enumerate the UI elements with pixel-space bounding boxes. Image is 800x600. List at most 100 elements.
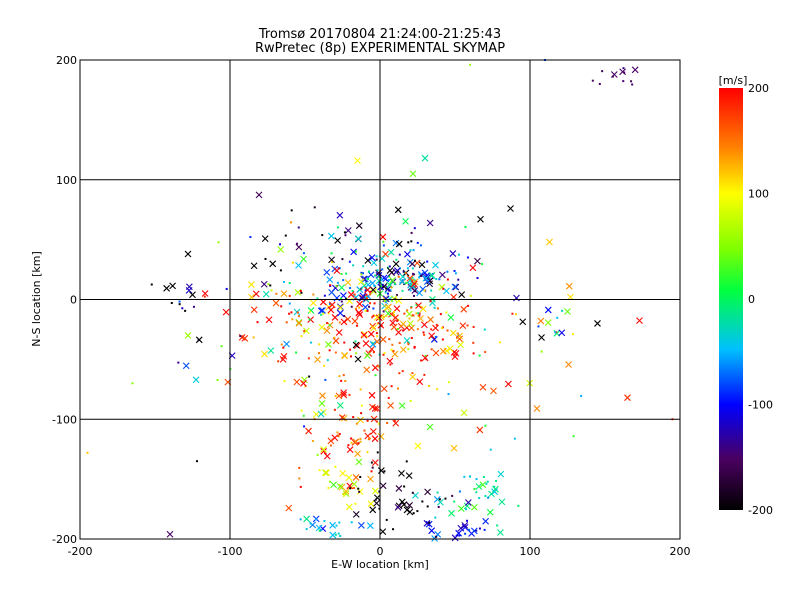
data-point-dot bbox=[410, 231, 413, 234]
data-point-dot bbox=[358, 306, 361, 309]
data-point-x bbox=[386, 357, 394, 365]
data-point-dot bbox=[309, 310, 312, 313]
data-point-x bbox=[477, 215, 484, 223]
data-point-x bbox=[283, 340, 290, 348]
data-point-x bbox=[360, 282, 368, 290]
data-point-x bbox=[250, 262, 258, 270]
data-point-dot bbox=[385, 287, 388, 290]
data-point-x bbox=[261, 235, 269, 243]
y-axis-label: N-S location [km] bbox=[30, 251, 43, 347]
data-point-x bbox=[379, 482, 387, 490]
data-point-dot bbox=[475, 529, 478, 532]
data-point-dot bbox=[421, 500, 424, 503]
data-point-dot bbox=[411, 372, 414, 375]
data-point-dot bbox=[333, 408, 336, 411]
data-point-x bbox=[303, 327, 310, 335]
data-point-dot bbox=[330, 261, 333, 264]
data-point-dot bbox=[441, 338, 444, 341]
data-point-dot bbox=[404, 272, 407, 275]
data-point-dot bbox=[334, 465, 337, 468]
data-point-dot bbox=[382, 244, 385, 247]
data-point-dot bbox=[302, 414, 305, 417]
data-point-dot bbox=[340, 379, 343, 382]
data-point-x bbox=[195, 336, 203, 344]
data-point-dot bbox=[423, 333, 426, 336]
data-point-x bbox=[369, 340, 377, 348]
data-point-dot bbox=[303, 330, 306, 333]
data-point-x bbox=[351, 317, 359, 325]
data-point-dot bbox=[337, 435, 340, 438]
data-point-dot bbox=[343, 231, 346, 234]
data-point-x bbox=[250, 306, 258, 314]
data-point-x bbox=[392, 419, 400, 427]
data-point-x bbox=[476, 426, 484, 434]
data-point-dot bbox=[366, 309, 369, 312]
colorbar-tick-label: -200 bbox=[748, 504, 773, 517]
data-point-dot bbox=[328, 324, 331, 327]
data-point-dot bbox=[482, 475, 485, 478]
data-point-dot bbox=[382, 310, 385, 313]
data-point-x bbox=[377, 433, 385, 440]
data-point-dot bbox=[446, 270, 449, 273]
data-point-dot bbox=[326, 359, 329, 362]
data-point-x bbox=[460, 409, 468, 417]
data-point-dot bbox=[239, 335, 242, 338]
data-point-dot bbox=[365, 293, 368, 296]
data-point-dot bbox=[352, 264, 355, 267]
data-point-x bbox=[295, 261, 302, 269]
data-point-dot bbox=[472, 325, 475, 328]
data-point-x bbox=[307, 307, 315, 314]
data-point-x bbox=[417, 315, 424, 322]
data-point-dot bbox=[396, 327, 399, 330]
data-point-dot bbox=[458, 534, 461, 537]
data-point-dot bbox=[290, 209, 293, 212]
data-point-dot bbox=[478, 527, 481, 530]
data-point-x bbox=[428, 332, 436, 340]
data-point-dot bbox=[390, 385, 393, 388]
data-point-dot bbox=[358, 490, 361, 493]
data-point-x bbox=[619, 68, 627, 76]
data-point-dot bbox=[328, 349, 331, 352]
data-point-dot bbox=[299, 289, 302, 292]
data-point-dot bbox=[310, 341, 313, 344]
data-point-x bbox=[335, 392, 343, 400]
data-point-dot bbox=[413, 345, 416, 348]
data-point-dot bbox=[401, 279, 404, 282]
data-point-dot bbox=[312, 293, 315, 296]
data-point-x bbox=[394, 206, 402, 214]
data-point-dot bbox=[279, 243, 282, 246]
data-point-dot bbox=[354, 502, 357, 505]
data-point-x bbox=[395, 240, 403, 248]
data-point-dot bbox=[440, 326, 443, 329]
data-point-dot bbox=[622, 67, 625, 70]
data-point-dot bbox=[316, 297, 319, 300]
data-point-dot bbox=[475, 491, 478, 494]
data-point-x bbox=[333, 294, 341, 302]
data-point-dot bbox=[415, 312, 418, 315]
data-point-dot bbox=[269, 284, 272, 287]
data-point-dot bbox=[378, 490, 381, 493]
colorbar-tick-label: -100 bbox=[748, 399, 773, 412]
data-point-dot bbox=[300, 409, 303, 412]
data-point-dot bbox=[447, 393, 450, 396]
data-point-x bbox=[456, 332, 463, 340]
data-point-dot bbox=[376, 335, 379, 338]
data-point-x bbox=[323, 327, 331, 335]
data-point-dot bbox=[410, 336, 413, 339]
data-point-dot bbox=[178, 303, 181, 306]
data-point-dot bbox=[385, 314, 388, 317]
data-point-dot bbox=[402, 275, 405, 278]
data-point-dot bbox=[478, 354, 481, 357]
data-point-x bbox=[443, 287, 450, 295]
data-point-x bbox=[421, 154, 429, 162]
data-point-dot bbox=[347, 444, 350, 447]
data-point-dot bbox=[466, 324, 469, 327]
data-point-x bbox=[184, 250, 192, 258]
data-point-x bbox=[497, 470, 505, 478]
data-point-dot bbox=[419, 244, 422, 247]
data-point-x bbox=[371, 435, 379, 443]
data-point-x bbox=[303, 515, 311, 523]
data-point-x bbox=[323, 452, 331, 460]
data-point-x bbox=[479, 383, 487, 391]
data-point-x bbox=[222, 308, 230, 316]
